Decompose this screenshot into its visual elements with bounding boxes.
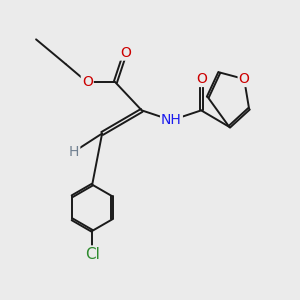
- Text: O: O: [239, 72, 250, 86]
- Text: O: O: [120, 46, 131, 60]
- Text: H: H: [69, 145, 79, 159]
- Text: O: O: [196, 72, 207, 86]
- Text: O: O: [82, 75, 93, 89]
- Text: NH: NH: [161, 113, 182, 127]
- Text: Cl: Cl: [85, 247, 100, 262]
